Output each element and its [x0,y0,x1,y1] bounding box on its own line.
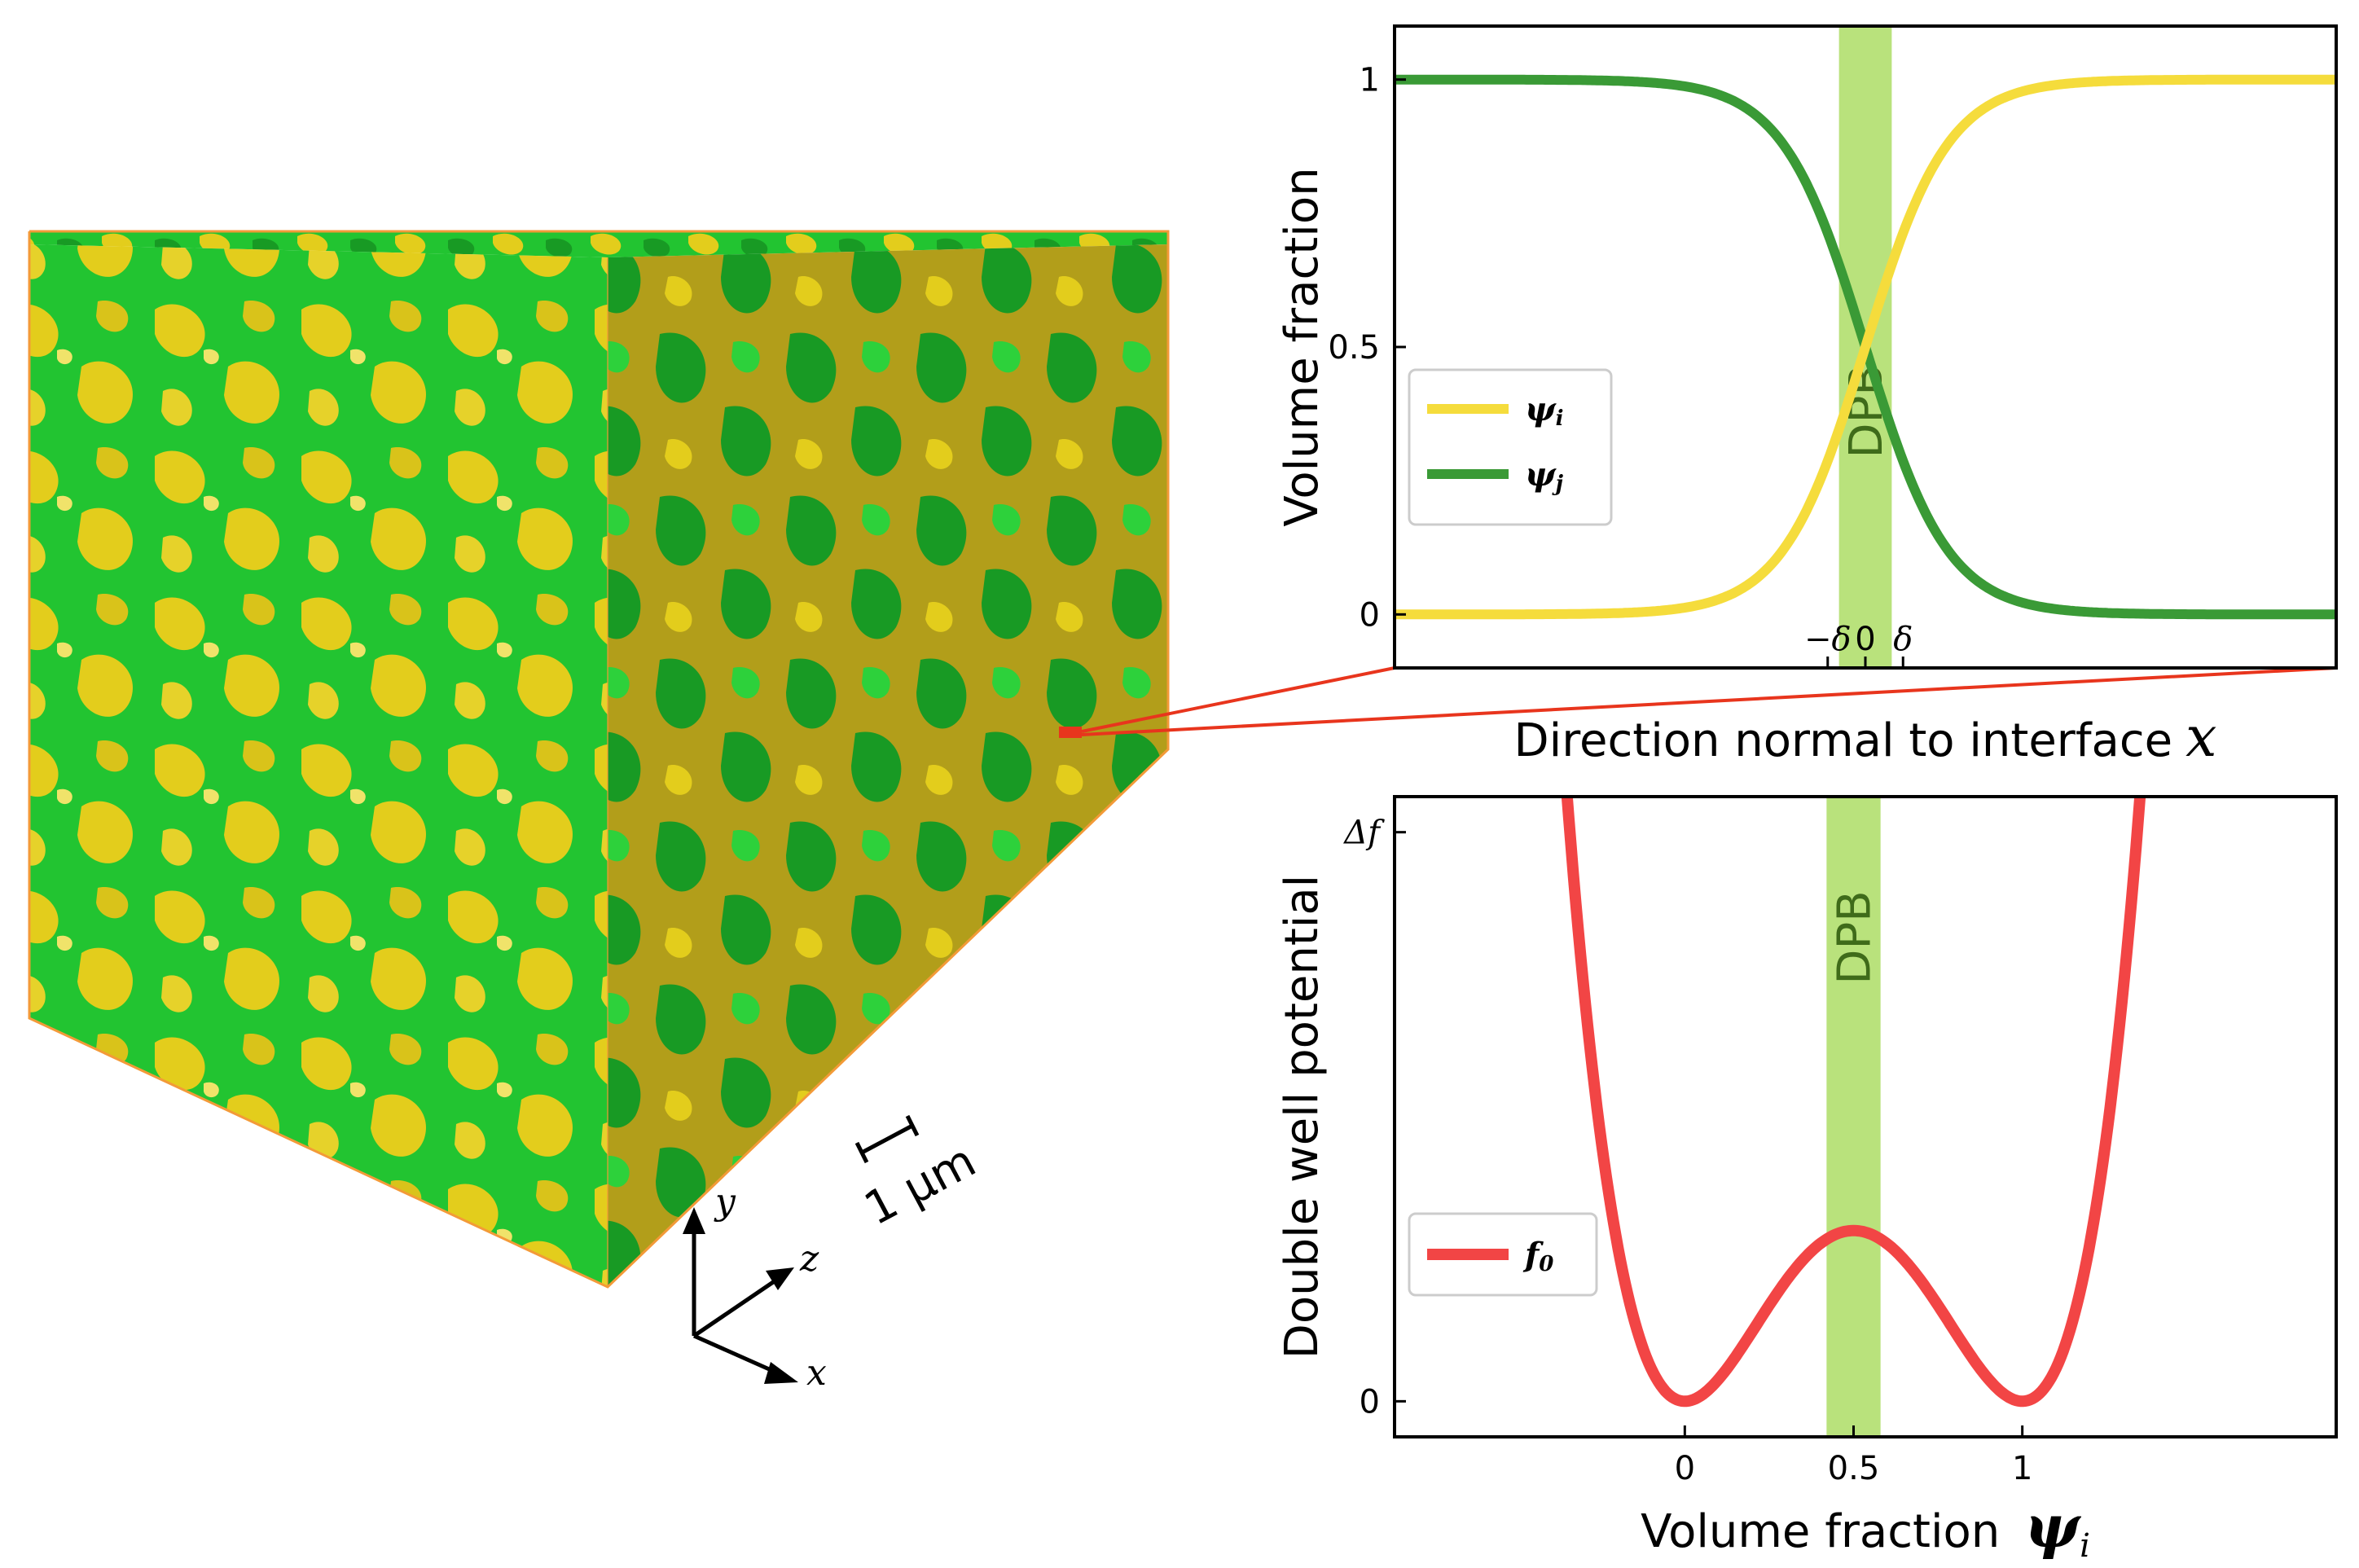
chart2-band [1826,798,1881,1435]
y-tick-label: 1 [1360,62,1380,99]
chart2-x-ticks: 0 0.5 1 [1675,1425,2032,1487]
chart2-frame [1393,795,2338,1438]
chart1-ylabel: Volume fraction [1276,167,1329,526]
cube-front-face [29,244,608,1287]
cube-top-face [29,231,1168,257]
x-tick-label: −δ [1804,621,1852,658]
x-tick-label: 0 [1675,1450,1695,1487]
zoom-indicator [1059,666,2337,738]
volume-fraction-chart: DPB 00.51 −δ 0 δ Volume fraction Direction… [1276,24,2338,770]
y-tick-label: Δf [1342,815,1385,852]
chart2-xlabel-symbol: ψ [2024,1491,2081,1561]
double-well-chart: DPB 0Δf 0 0.5 1 Double well potential Volu… [1276,795,2338,1565]
axis-label-x: x [806,1352,827,1394]
axis-label-z: z [799,1238,819,1280]
x-arrow-icon [764,1362,798,1384]
chart2-xlabel-text: Volume fraction [1641,1505,2000,1558]
x-tick-label: 0.5 [1828,1450,1880,1487]
y-arrow-icon [683,1207,705,1234]
legend-psi-j-label: ψj [1525,455,1564,496]
coordinate-axes: y z x [683,1181,827,1394]
y-tick-label: 0 [1360,1383,1380,1421]
zoom-marker [1059,727,1082,738]
chart1-xlabel-symbol: x [2185,705,2216,770]
chart2-ylabel: Double well potential [1276,875,1329,1359]
chart2-band-label: DPB [1828,890,1881,984]
microstructure-cube [28,230,1170,1289]
chart1-legend-box [1408,368,1613,526]
series-f0-line [1561,797,2146,1408]
chart1-x-ticks: −δ 0 δ [1804,621,1913,668]
chart2-xlabel: Volume fraction ψi [1641,1491,2090,1565]
scale-bar-line [860,1123,914,1155]
chart2-y-ticks: 0 Δf [1342,815,1406,1421]
legend-psi-i-label: ψi [1525,390,1564,431]
cube-edge-outline [28,230,1170,1289]
y-tick-label: 0 [1360,596,1380,634]
scale-bar: 1 μm [854,1114,984,1236]
chart1-legend: ψi ψj [1408,368,1613,526]
z-arrow-icon [766,1267,794,1290]
axis-label-y: y [714,1181,736,1223]
chart2-xlabel-sub: i [2080,1527,2090,1565]
chart1-xlabel: Direction normal to interface x [1514,705,2217,770]
x-tick-label: δ [1893,621,1913,658]
chart2-legend: f0 [1408,1212,1598,1297]
cube-side-face [608,244,1168,1287]
chart1-y-ticks: 00.51 [1328,62,1406,634]
chart1-xlabel-text: Direction normal to interface [1514,714,2173,767]
x-tick-label: 1 [2012,1450,2032,1487]
scale-bar-label: 1 μm [856,1135,984,1236]
y-tick-label: 0.5 [1328,329,1380,367]
x-tick-label: 0 [1855,621,1875,658]
series-psi-i-line [1395,74,2336,620]
